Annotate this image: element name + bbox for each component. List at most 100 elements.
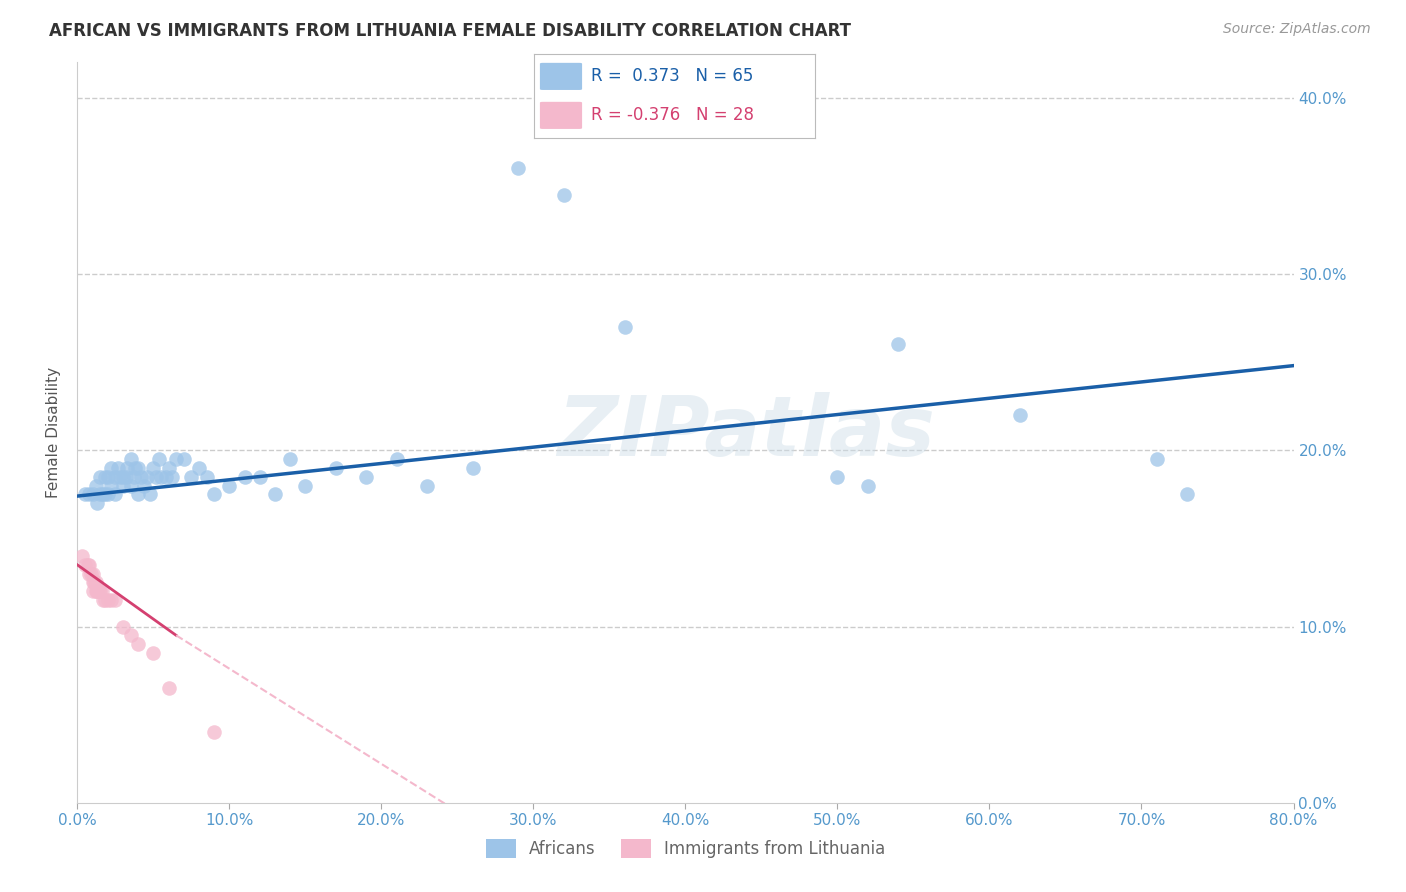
Point [73, 487, 96, 501]
Point [157, 461, 180, 475]
Point [107, 461, 129, 475]
Point [461, 461, 484, 475]
Point [122, 469, 145, 483]
Point [97, 593, 120, 607]
Point [90, 584, 112, 599]
Text: R = -0.376   N = 28: R = -0.376 N = 28 [591, 106, 754, 124]
Point [86, 584, 108, 599]
Y-axis label: Female Disability: Female Disability [46, 367, 62, 499]
Point [93, 469, 115, 483]
Point [120, 628, 142, 642]
Point [155, 469, 177, 483]
Point [264, 487, 287, 501]
Point [1146, 452, 1168, 467]
Point [80, 566, 103, 581]
Point [117, 461, 139, 475]
Point [887, 337, 910, 351]
Point [111, 619, 134, 633]
Point [139, 487, 162, 501]
Point [111, 478, 134, 492]
Point [82, 584, 104, 599]
Point [70, 549, 93, 563]
Point [124, 461, 146, 475]
Point [827, 469, 849, 483]
Point [149, 469, 172, 483]
Point [278, 452, 301, 467]
Text: AFRICAN VS IMMIGRANTS FROM LITHUANIA FEMALE DISABILITY CORRELATION CHART: AFRICAN VS IMMIGRANTS FROM LITHUANIA FEM… [49, 22, 851, 40]
Text: R =  0.373   N = 65: R = 0.373 N = 65 [591, 68, 752, 86]
Point [89, 584, 111, 599]
Point [157, 681, 180, 696]
Point [97, 469, 120, 483]
Point [104, 593, 127, 607]
Point [613, 319, 636, 334]
Point [89, 487, 111, 501]
Point [145, 469, 167, 483]
Point [84, 584, 107, 599]
Point [508, 161, 530, 176]
Point [553, 187, 575, 202]
Point [129, 469, 152, 483]
Point [100, 478, 122, 492]
Point [104, 487, 127, 501]
Point [202, 725, 225, 739]
Point [127, 461, 149, 475]
Point [195, 469, 218, 483]
Point [91, 593, 114, 607]
Point [79, 487, 101, 501]
Point [111, 469, 134, 483]
Point [82, 487, 104, 501]
Point [294, 478, 316, 492]
Point [202, 487, 225, 501]
Point [100, 461, 122, 475]
Point [134, 478, 156, 492]
Point [148, 452, 170, 467]
Point [173, 452, 195, 467]
Point [142, 461, 165, 475]
Text: ZIPatlas: ZIPatlas [557, 392, 935, 473]
Point [385, 452, 408, 467]
Point [136, 469, 159, 483]
Point [1175, 487, 1198, 501]
FancyBboxPatch shape [540, 62, 582, 90]
Legend: Africans, Immigrants from Lithuania: Africans, Immigrants from Lithuania [479, 832, 891, 865]
Text: Source: ZipAtlas.com: Source: ZipAtlas.com [1223, 22, 1371, 37]
Point [127, 487, 149, 501]
Point [84, 575, 107, 590]
Point [86, 584, 108, 599]
Point [77, 558, 100, 572]
Point [100, 593, 122, 607]
Point [142, 646, 165, 660]
Point [73, 558, 96, 572]
Point [249, 469, 271, 483]
FancyBboxPatch shape [540, 102, 582, 129]
Point [93, 487, 115, 501]
Point [856, 478, 879, 492]
Point [233, 469, 256, 483]
Point [104, 469, 127, 483]
Point [82, 575, 104, 590]
Point [97, 487, 120, 501]
Point [108, 469, 131, 483]
Point [115, 469, 138, 483]
Point [188, 461, 211, 475]
Point [416, 478, 439, 492]
Point [79, 558, 101, 572]
Point [1008, 408, 1031, 422]
Point [82, 566, 104, 581]
Point [84, 478, 107, 492]
Point [160, 469, 183, 483]
Point [83, 575, 105, 590]
Point [120, 452, 142, 467]
Point [218, 478, 240, 492]
Point [79, 566, 101, 581]
Point [120, 478, 142, 492]
Point [93, 593, 115, 607]
Point [86, 496, 108, 510]
Point [354, 469, 377, 483]
Point [180, 469, 202, 483]
Point [127, 637, 149, 651]
Point [165, 452, 187, 467]
Point [325, 461, 347, 475]
Point [87, 584, 110, 599]
